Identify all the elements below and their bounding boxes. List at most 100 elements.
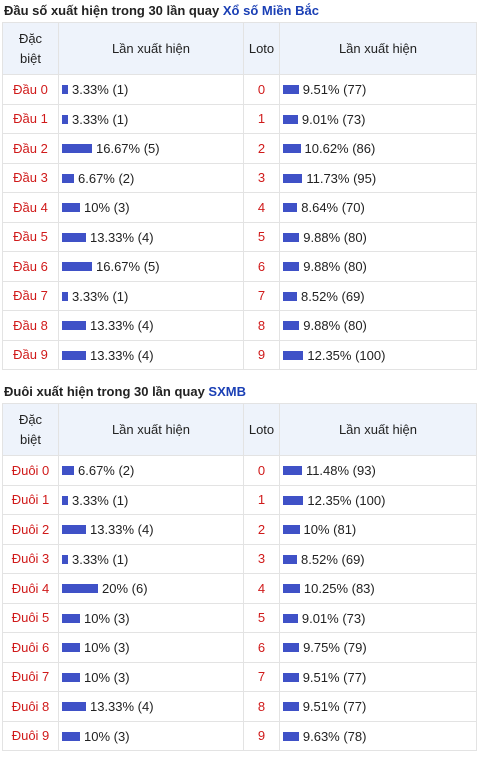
row-head-label: Đầu 9 [2, 339, 59, 370]
row-head-label: Đuôi 7 [2, 661, 59, 692]
loto-frequency-text: 9.51% (77) [302, 82, 367, 98]
loto-frequency-text: 11.73% (95) [306, 170, 377, 186]
loto-digit: 7 [243, 280, 280, 311]
loto-digit: 2 [243, 133, 280, 164]
frequency-text: 10% (3) [84, 200, 130, 216]
loto-digit: 3 [243, 162, 280, 193]
duoi-title-link[interactable]: SXMB [208, 384, 246, 399]
header-lan-xuat-hien: Lần xuất hiện [58, 403, 244, 456]
loto-digit: 4 [243, 192, 280, 223]
table-row: Đuôi 8 13.33% (4) 8 9.51% (77) [2, 691, 477, 722]
table-row: Đuôi 0 6.67% (2) 0 11.48% (93) [2, 455, 477, 486]
row-head-label: Đầu 2 [2, 133, 59, 164]
loto-frequency-cell: 9.01% (73) [279, 103, 477, 134]
header-dac-biet: Đặc biệt [2, 22, 59, 75]
loto-frequency-cell: 10% (81) [279, 514, 477, 545]
loto-frequency-bar [283, 262, 300, 272]
loto-frequency-text: 9.63% (78) [302, 728, 367, 744]
row-head-label: Đầu 1 [2, 103, 59, 134]
loto-frequency-cell: 8.52% (69) [279, 543, 477, 574]
frequency-text: 3.33% (1) [71, 111, 129, 127]
loto-frequency-bar [283, 554, 298, 564]
table-row: Đầu 6 16.67% (5) 6 9.88% (80) [2, 251, 477, 282]
dau-table-body: Đầu 0 3.33% (1) 0 9.51% (77) Đầu 1 3.33% (1) 1… [2, 74, 477, 370]
frequency-bar [62, 643, 80, 653]
loto-frequency-bar [283, 321, 300, 331]
frequency-text: 16.67% (5) [96, 141, 160, 157]
loto-frequency-bar [283, 350, 304, 360]
frequency-cell: 13.33% (4) [58, 221, 244, 252]
loto-frequency-bar [283, 643, 300, 653]
loto-frequency-text: 12.35% (100) [307, 347, 386, 363]
loto-digit: 7 [243, 661, 280, 692]
frequency-text: 3.33% (1) [71, 492, 129, 508]
loto-frequency-text: 9.88% (80) [303, 318, 367, 334]
frequency-cell: 13.33% (4) [58, 339, 244, 370]
frequency-cell: 6.67% (2) [58, 162, 244, 193]
row-head-label: Đầu 3 [2, 162, 59, 193]
dau-section-title: Đầu số xuất hiện trong 30 lần quay Xổ số… [0, 0, 478, 22]
frequency-bar [62, 203, 80, 213]
frequency-bar [62, 554, 68, 564]
frequency-text: 3.33% (1) [71, 551, 129, 567]
loto-digit: 6 [243, 632, 280, 663]
row-head-label: Đuôi 3 [2, 543, 59, 574]
loto-digit: 0 [243, 74, 280, 105]
loto-frequency-text: 8.64% (70) [301, 200, 365, 216]
frequency-text: 13.33% (4) [89, 699, 154, 715]
header-lan-xuat-hien: Lần xuất hiện [58, 22, 244, 75]
loto-frequency-cell: 8.52% (69) [279, 280, 477, 311]
frequency-text: 10% (3) [84, 640, 130, 656]
duoi-header-row: Đặc biệt Lần xuất hiện Loto Lần xuất hiện [2, 403, 477, 456]
frequency-cell: 3.33% (1) [58, 280, 244, 311]
loto-frequency-text: 9.75% (79) [303, 640, 367, 656]
table-row: Đuôi 3 3.33% (1) 3 8.52% (69) [2, 543, 477, 574]
loto-frequency-cell: 11.73% (95) [279, 162, 477, 193]
loto-frequency-cell: 9.63% (78) [279, 720, 477, 751]
frequency-bar [62, 114, 68, 124]
frequency-cell: 3.33% (1) [58, 484, 244, 515]
frequency-text: 10% (3) [84, 610, 130, 626]
loto-frequency-text: 9.01% (73) [301, 610, 366, 626]
frequency-bar [62, 525, 86, 535]
loto-frequency-bar [283, 85, 299, 95]
loto-digit: 8 [243, 310, 280, 341]
row-head-label: Đầu 6 [2, 251, 59, 282]
loto-digit: 2 [243, 514, 280, 545]
loto-frequency-bar [283, 232, 300, 242]
loto-frequency-cell: 12.35% (100) [279, 339, 477, 370]
frequency-text: 13.33% (4) [89, 347, 154, 363]
row-head-label: Đuôi 8 [2, 691, 59, 722]
loto-frequency-text: 9.51% (77) [302, 669, 367, 685]
loto-digit: 4 [243, 573, 280, 604]
loto-frequency-bar [283, 672, 299, 682]
frequency-text: 13.33% (4) [89, 229, 154, 245]
loto-frequency-text: 10.62% (86) [304, 141, 376, 157]
frequency-bar [62, 731, 80, 741]
dau-table: Đặc biệt Lần xuất hiện Loto Lần xuất hiện… [2, 22, 477, 370]
frequency-bar [62, 262, 92, 272]
loto-digit: 9 [243, 720, 280, 751]
loto-frequency-cell: 9.88% (80) [279, 221, 477, 252]
frequency-cell: 3.33% (1) [58, 103, 244, 134]
frequency-bar [62, 672, 80, 682]
row-head-label: Đầu 8 [2, 310, 59, 341]
frequency-text: 6.67% (2) [78, 170, 135, 186]
dau-title-link[interactable]: Xổ số Miền Bắc [222, 3, 319, 18]
loto-frequency-cell: 9.88% (80) [279, 251, 477, 282]
frequency-bar [62, 291, 68, 301]
dau-title-text: Đầu số xuất hiện trong 30 lần quay [4, 3, 223, 18]
loto-frequency-cell: 9.51% (77) [279, 691, 477, 722]
frequency-text: 10% (3) [84, 669, 130, 685]
loto-frequency-text: 8.52% (69) [301, 288, 365, 304]
frequency-cell: 16.67% (5) [58, 133, 244, 164]
row-head-label: Đuôi 9 [2, 720, 59, 751]
frequency-bar [62, 232, 86, 242]
frequency-cell: 10% (3) [58, 192, 244, 223]
frequency-bar [62, 613, 80, 623]
row-head-label: Đầu 0 [2, 74, 59, 105]
loto-frequency-text: 11.48% (93) [305, 463, 376, 479]
frequency-text: 3.33% (1) [71, 82, 129, 98]
row-head-label: Đuôi 5 [2, 602, 59, 633]
frequency-text: 6.67% (2) [78, 463, 135, 479]
